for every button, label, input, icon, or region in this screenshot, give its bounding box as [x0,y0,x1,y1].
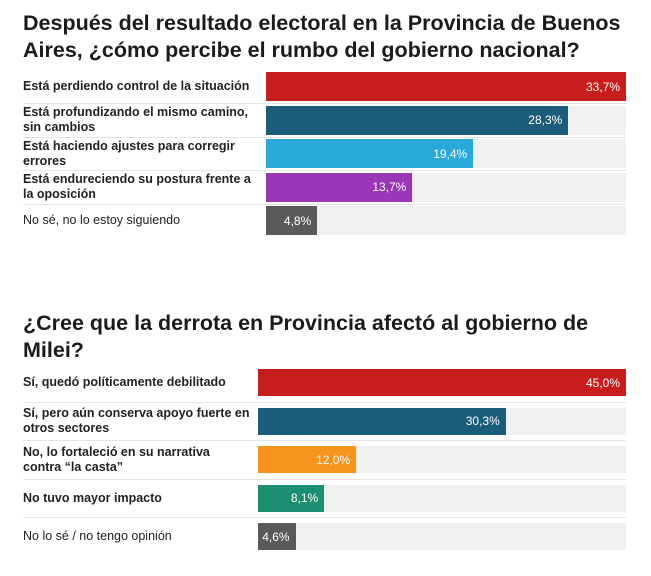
bar: 28,3% [266,105,569,135]
bar-label: No lo sé / no tengo opinión [23,529,172,543]
bar-track: 13,7% [266,172,626,202]
bar-row: No lo sé / no tengo opinión 4,6% [23,523,626,550]
bar-value-label: 4,6% [262,529,290,544]
bar-row: Sí, quedó políticamente debilitado 45,0% [23,369,626,396]
bar-row: No tuvo mayor impacto 8,1% [23,484,626,512]
bar: 8,1% [258,484,325,512]
bar-label: Está profundizando el mismo camino, sin … [23,105,249,134]
row-divider [23,401,626,403]
bar-row: Está haciendo ajustes para corregir erro… [23,139,626,168]
bar-value-label: 12,0% [316,452,351,467]
bar: 13,7% [266,172,413,202]
bar: 33,7% [266,72,626,101]
bar-label: Sí, pero aún conserva apoyo fuerte en ot… [23,406,250,435]
bar: 12,0% [258,446,357,473]
bar: 19,4% [266,139,474,168]
bar: 30,3% [258,407,506,435]
bar-value-label: 28,3% [528,113,563,127]
bar-track: 19,4% [266,139,626,168]
bar-value-label: 45,0% [585,375,620,390]
bar-label: Sí, quedó políticamente debilitado [23,375,226,389]
bar: 4,6% [258,523,296,550]
row-divider [23,440,626,442]
bar-track: 28,3% [266,105,626,135]
bar-value-label: 30,3% [465,414,500,428]
bar-label: Está endureciendo su postura frente a la… [23,172,251,201]
bar-track: 12,0% [258,446,626,473]
bar-row: Está perdiendo control de la situación 33… [23,72,626,101]
bar-value-label: 19,4% [433,146,468,161]
bar-track: 4,8% [266,206,626,235]
bar-label: Está perdiendo control de la situación [23,79,250,93]
row-divider [23,136,626,138]
bar-row: No, lo fortaleció en su narrativa contra… [23,444,626,474]
bar-track: 30,3% [258,407,626,435]
row-divider [23,517,626,519]
chart-rumbo-gobierno: Después del resultado electoral en la Pr… [23,11,626,235]
bar-label: No tuvo mayor impacto [23,490,162,505]
bar-value-label: 4,8% [283,213,312,228]
bar-track: 33,7% [266,72,626,101]
bar-value-label: 33,7% [585,79,620,94]
bar-label: Está haciendo ajustes para corregir erro… [23,138,235,168]
chart-derrota-provincia: ¿Cree que la derrota en Provincia afectó… [0,306,651,576]
bar-value-label: 13,7% [372,180,407,194]
bar-row: Está endureciendo su postura frente a la… [23,172,626,202]
bar-track: 45,0% [258,369,626,396]
row-divider [23,203,626,205]
bar: 4,8% [266,206,318,235]
bar: 45,0% [258,369,626,396]
bar-label: No sé, no lo estoy siguiendo [23,213,181,227]
bar-row: Está profundizando el mismo camino, sin … [23,105,626,135]
bar-track: 8,1% [258,484,626,512]
bar-value-label: 8,1% [290,491,319,505]
row-divider [23,478,626,480]
row-divider [23,170,626,172]
bar-label: No, lo fortaleció en su narrativa contra… [23,444,210,474]
bar-row: Sí, pero aún conserva apoyo fuerte en ot… [23,406,626,435]
chart-title: ¿Cree que la derrota en Provincia afectó… [23,311,589,362]
bar-track: 4,6% [258,523,626,550]
row-divider [23,103,626,105]
bar-row: No sé, no lo estoy siguiendo 4,8% [23,206,626,235]
chart-title: Después del resultado electoral en la Pr… [23,11,621,62]
